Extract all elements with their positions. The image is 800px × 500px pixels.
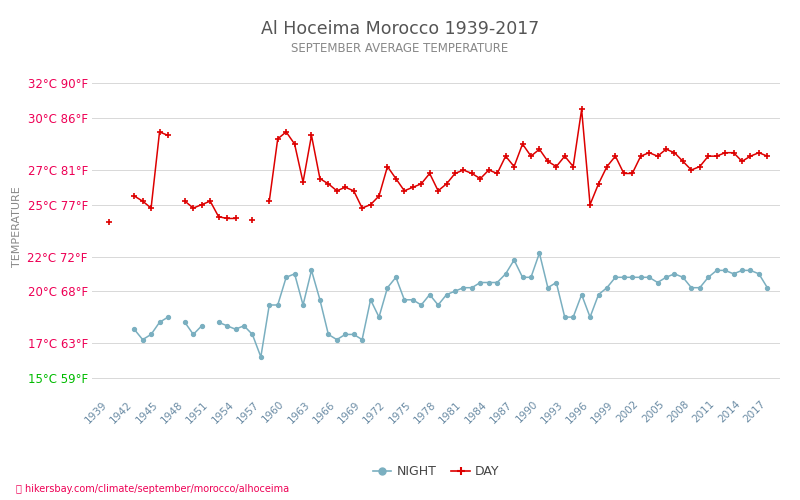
Text: Al Hoceima Morocco 1939-2017: Al Hoceima Morocco 1939-2017 xyxy=(261,20,539,38)
Text: SEPTEMBER AVERAGE TEMPERATURE: SEPTEMBER AVERAGE TEMPERATURE xyxy=(291,42,509,56)
Text: ⭕ hikersbay.com/climate/september/morocco/alhoceima: ⭕ hikersbay.com/climate/september/morocc… xyxy=(16,484,289,494)
Legend: NIGHT, DAY: NIGHT, DAY xyxy=(367,460,505,483)
Y-axis label: TEMPERATURE: TEMPERATURE xyxy=(12,186,22,266)
